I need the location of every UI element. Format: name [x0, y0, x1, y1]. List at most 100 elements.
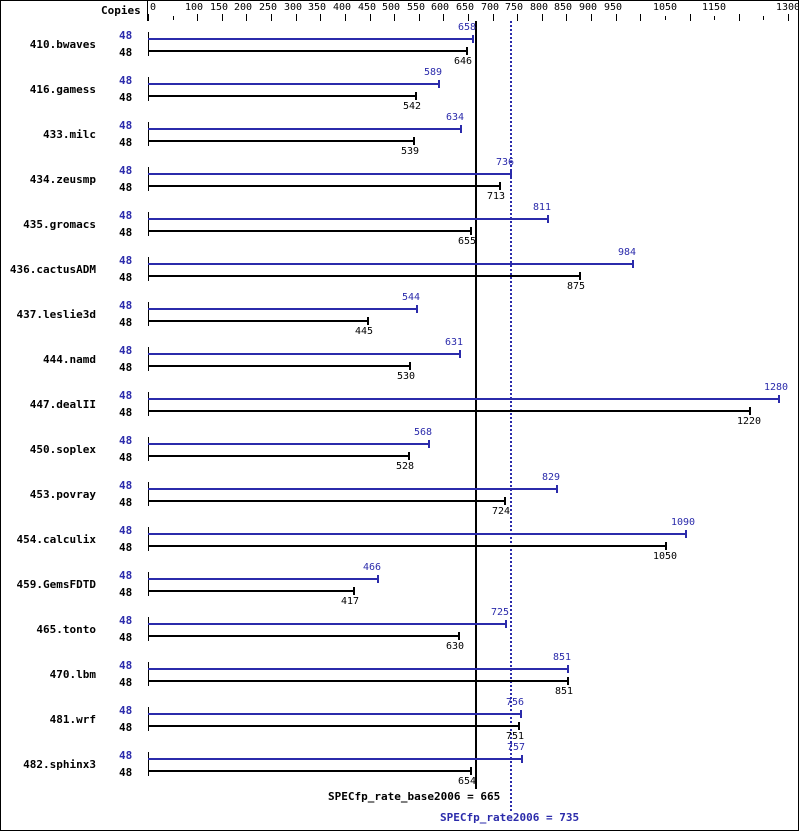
base-bar-end: [504, 497, 506, 505]
base-copies: 48: [119, 406, 133, 419]
peak-value: 1280: [764, 382, 789, 393]
x-tick: [566, 14, 567, 21]
base-bar: [148, 635, 458, 637]
x-tick: [468, 14, 469, 21]
row-axis: [148, 77, 149, 101]
x-tick-label: 0: [150, 2, 157, 13]
base-bar: [148, 230, 470, 232]
base-bar: [148, 725, 518, 727]
peak-bar: [148, 353, 459, 355]
x-tick-label: 550: [407, 2, 426, 13]
peak-bar-end: [778, 395, 780, 403]
x-tick-label: 850: [554, 2, 573, 13]
benchmark-label: 435.gromacs: [23, 218, 96, 231]
peak-value: 829: [542, 472, 561, 483]
base-bar: [148, 140, 413, 142]
peak-bar: [148, 443, 428, 445]
peak-bar: [148, 488, 556, 490]
base-value: 630: [446, 641, 465, 652]
x-tick-label: 1050: [653, 2, 678, 13]
base-copies: 48: [119, 586, 133, 599]
x-tick: [148, 14, 149, 21]
base-bar-end: [518, 722, 520, 730]
x-tick: [296, 14, 297, 21]
peak-bar-end: [459, 350, 461, 358]
base-copies: 48: [119, 91, 133, 104]
peak-bar: [148, 308, 416, 310]
base-bar-end: [499, 182, 501, 190]
base-value: 875: [567, 281, 586, 292]
benchmark-label: 447.dealII: [29, 398, 96, 411]
peak-copies: 48: [119, 164, 133, 177]
peak-copies: 48: [119, 749, 133, 762]
base-copies: 48: [119, 631, 133, 644]
row-axis: [148, 257, 149, 281]
row-axis: [148, 572, 149, 596]
base-bar-end: [415, 92, 417, 100]
x-tick: [320, 14, 321, 21]
benchmark-label: 454.calculix: [16, 533, 96, 546]
base-copies: 48: [119, 271, 133, 284]
x-tick: [173, 16, 174, 20]
row-axis: [148, 302, 149, 326]
x-tick-label: 750: [505, 2, 524, 13]
peak-copies: 48: [119, 254, 133, 267]
benchmark-label: 470.lbm: [49, 668, 96, 681]
benchmark-label: 437.leslie3d: [16, 308, 96, 321]
peak-bar-end: [520, 710, 522, 718]
base-bar: [148, 320, 367, 322]
peak-bar-end: [521, 755, 523, 763]
peak-copies: 48: [119, 209, 133, 222]
peak-bar: [148, 83, 438, 85]
benchmark-label: 453.povray: [29, 488, 96, 501]
base-copies: 48: [119, 766, 133, 779]
peak-bar-end: [505, 620, 507, 628]
peak-copies: 48: [119, 74, 133, 87]
x-tick: [616, 14, 617, 21]
base-value: 655: [458, 236, 477, 247]
benchmark-label: 416.gamess: [29, 83, 96, 96]
x-tick-label: 100: [185, 2, 204, 13]
peak-bar-end: [556, 485, 558, 493]
base-bar-end: [466, 47, 468, 55]
peak-bar-end: [438, 80, 440, 88]
base-bar-end: [408, 452, 410, 460]
base-reference-line: [475, 21, 477, 789]
peak-bar-end: [567, 665, 569, 673]
peak-bar: [148, 173, 510, 175]
x-tick-label: 950: [604, 2, 623, 13]
base-bar-end: [367, 317, 369, 325]
x-tick: [665, 16, 666, 20]
peak-value: 736: [496, 157, 515, 168]
peak-bar: [148, 398, 778, 400]
x-tick-label: 600: [431, 2, 450, 13]
x-tick: [517, 14, 518, 21]
x-tick: [493, 14, 494, 21]
base-copies: 48: [119, 46, 133, 59]
row-axis: [148, 437, 149, 461]
row-axis: [148, 662, 149, 686]
x-tick: [591, 14, 592, 21]
peak-bar-end: [632, 260, 634, 268]
base-bar: [148, 680, 567, 682]
base-copies: 48: [119, 136, 133, 149]
base-bar-end: [470, 227, 472, 235]
benchmark-label: 436.cactusADM: [9, 263, 96, 276]
x-tick: [443, 14, 444, 21]
base-copies: 48: [119, 451, 133, 464]
x-tick-label: 1300: [776, 2, 799, 13]
peak-copies: 48: [119, 479, 133, 492]
row-axis: [148, 167, 149, 191]
base-bar-end: [413, 137, 415, 145]
peak-copies: 48: [119, 524, 133, 537]
peak-bar-end: [416, 305, 418, 313]
benchmark-label: 433.milc: [43, 128, 96, 141]
x-tick: [345, 14, 346, 21]
peak-bar-end: [460, 125, 462, 133]
row-axis: [148, 527, 149, 551]
x-tick: [246, 14, 247, 21]
peak-copies: 48: [119, 434, 133, 447]
peak-bar-end: [428, 440, 430, 448]
peak-bar: [148, 713, 520, 715]
